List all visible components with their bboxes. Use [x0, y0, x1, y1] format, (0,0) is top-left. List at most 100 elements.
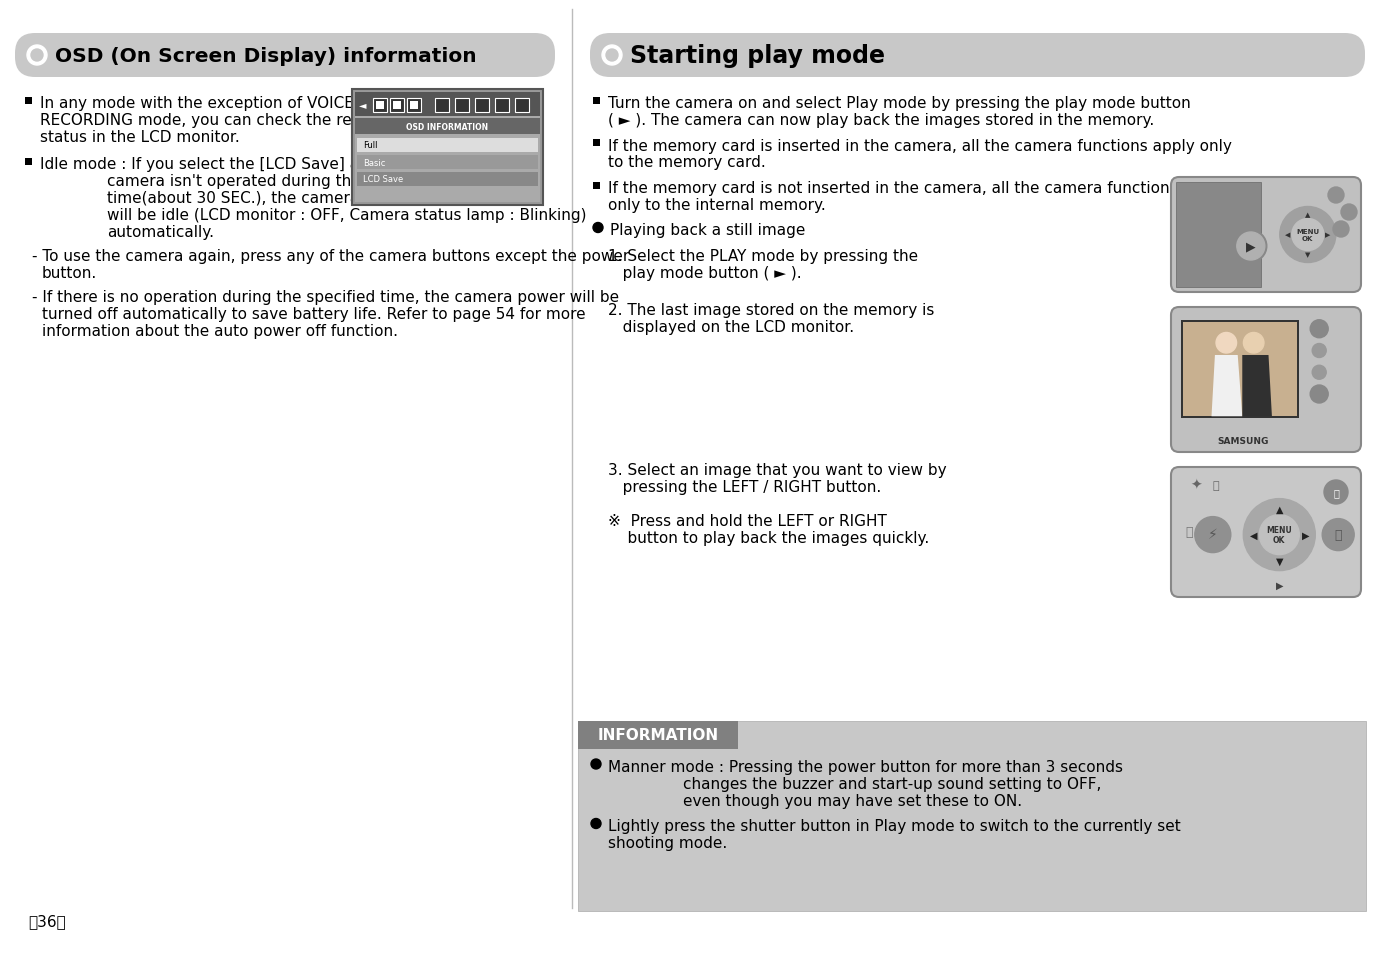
- Text: ⏻: ⏻: [1334, 529, 1342, 541]
- Text: ◄: ◄: [359, 100, 366, 110]
- Text: 3. Select an image that you want to view by: 3. Select an image that you want to view…: [608, 462, 946, 477]
- Text: Full: Full: [363, 141, 377, 151]
- Text: Playing back a still image: Playing back a still image: [610, 223, 805, 238]
- FancyBboxPatch shape: [579, 721, 737, 749]
- Text: SAMSUNG: SAMSUNG: [1218, 436, 1269, 445]
- Circle shape: [30, 50, 43, 62]
- FancyBboxPatch shape: [25, 158, 33, 166]
- FancyBboxPatch shape: [355, 92, 540, 203]
- Text: MENU
OK: MENU OK: [1297, 229, 1319, 242]
- Text: ▶: ▶: [1326, 233, 1330, 238]
- FancyBboxPatch shape: [376, 102, 384, 110]
- Text: information about the auto power off function.: information about the auto power off fun…: [41, 323, 398, 338]
- FancyBboxPatch shape: [389, 99, 405, 112]
- Circle shape: [602, 46, 621, 66]
- Text: camera isn't operated during the specified: camera isn't operated during the specifi…: [106, 174, 435, 189]
- FancyBboxPatch shape: [435, 99, 449, 112]
- Circle shape: [1324, 480, 1348, 504]
- Text: Starting play mode: Starting play mode: [630, 44, 885, 68]
- Text: ( ► ). The camera can now play back the images stored in the memory.: ( ► ). The camera can now play back the …: [608, 112, 1155, 128]
- Text: LCD Save: LCD Save: [363, 175, 403, 184]
- Text: Basic: Basic: [363, 158, 385, 168]
- Circle shape: [1329, 188, 1344, 204]
- Text: RECORDING mode, you can check the recording: RECORDING mode, you can check the record…: [40, 112, 409, 128]
- Text: ▶: ▶: [1276, 580, 1283, 590]
- Text: pressing the LEFT / RIGHT button.: pressing the LEFT / RIGHT button.: [608, 479, 881, 495]
- Text: If the memory card is inserted in the camera, all the camera functions apply onl: If the memory card is inserted in the ca…: [608, 138, 1232, 153]
- FancyBboxPatch shape: [394, 102, 400, 110]
- Circle shape: [592, 223, 603, 233]
- Circle shape: [1217, 334, 1236, 354]
- Text: ✦: ✦: [1190, 478, 1201, 493]
- Circle shape: [1291, 219, 1324, 252]
- Text: only to the internal memory.: only to the internal memory.: [608, 198, 826, 213]
- FancyBboxPatch shape: [1171, 468, 1362, 598]
- Polygon shape: [1211, 355, 1243, 416]
- Text: button to play back the images quickly.: button to play back the images quickly.: [608, 531, 929, 545]
- FancyBboxPatch shape: [1181, 320, 1300, 418]
- FancyBboxPatch shape: [1177, 183, 1261, 288]
- Text: ▼: ▼: [1305, 253, 1311, 258]
- FancyBboxPatch shape: [594, 97, 601, 105]
- Circle shape: [1312, 344, 1326, 358]
- Text: MENU
OK: MENU OK: [1266, 525, 1293, 545]
- Polygon shape: [1243, 355, 1272, 416]
- FancyBboxPatch shape: [355, 119, 540, 135]
- Text: changes the buzzer and start-up sound setting to OFF,: changes the buzzer and start-up sound se…: [684, 776, 1102, 791]
- FancyBboxPatch shape: [25, 97, 33, 105]
- Text: - If there is no operation during the specified time, the camera power will be: - If there is no operation during the sp…: [32, 290, 619, 304]
- Text: ▲: ▲: [1305, 213, 1311, 218]
- Circle shape: [1341, 205, 1358, 221]
- Text: shooting mode.: shooting mode.: [608, 836, 728, 851]
- Text: Manner mode : Pressing the power button for more than 3 seconds: Manner mode : Pressing the power button …: [608, 760, 1123, 774]
- FancyBboxPatch shape: [579, 721, 1366, 911]
- Circle shape: [1311, 386, 1329, 403]
- Text: button.: button.: [41, 266, 97, 281]
- FancyBboxPatch shape: [373, 99, 387, 112]
- Text: Idle mode : If you select the [LCD Save] and the: Idle mode : If you select the [LCD Save]…: [40, 157, 409, 172]
- FancyBboxPatch shape: [410, 102, 418, 110]
- Circle shape: [1333, 222, 1349, 237]
- Text: 🔒: 🔒: [1185, 526, 1193, 539]
- Circle shape: [1243, 334, 1264, 354]
- Text: ◀: ◀: [1286, 233, 1290, 238]
- FancyBboxPatch shape: [594, 182, 601, 190]
- Text: turned off automatically to save battery life. Refer to page 54 for more: turned off automatically to save battery…: [41, 307, 586, 321]
- Text: ▼: ▼: [1276, 556, 1283, 566]
- FancyBboxPatch shape: [590, 34, 1364, 78]
- Circle shape: [591, 819, 601, 828]
- Text: INFORMATION: INFORMATION: [598, 728, 718, 742]
- FancyBboxPatch shape: [355, 92, 540, 117]
- Text: ◀: ◀: [1250, 530, 1257, 540]
- FancyBboxPatch shape: [407, 99, 421, 112]
- Text: 〈36〉: 〈36〉: [28, 913, 66, 928]
- Circle shape: [1237, 233, 1265, 261]
- Text: OSD (On Screen Display) information: OSD (On Screen Display) information: [55, 47, 476, 66]
- FancyBboxPatch shape: [594, 140, 601, 147]
- Text: will be idle (LCD monitor : OFF, Camera status lamp : Blinking): will be idle (LCD monitor : OFF, Camera …: [106, 208, 587, 223]
- FancyBboxPatch shape: [358, 156, 539, 170]
- Text: In any mode with the exception of VOICE: In any mode with the exception of VOICE: [40, 96, 354, 111]
- Text: status in the LCD monitor.: status in the LCD monitor.: [40, 130, 240, 145]
- Text: ▶: ▶: [1301, 530, 1309, 540]
- FancyBboxPatch shape: [1184, 323, 1297, 416]
- FancyBboxPatch shape: [454, 99, 470, 112]
- FancyBboxPatch shape: [15, 34, 555, 78]
- Circle shape: [1322, 519, 1355, 551]
- FancyBboxPatch shape: [358, 172, 539, 187]
- Circle shape: [1280, 208, 1335, 263]
- Text: ※  Press and hold the LEFT or RIGHT: ※ Press and hold the LEFT or RIGHT: [608, 514, 887, 529]
- FancyBboxPatch shape: [475, 99, 489, 112]
- Text: Turn the camera on and select Play mode by pressing the play mode button: Turn the camera on and select Play mode …: [608, 96, 1190, 111]
- Circle shape: [1259, 515, 1300, 555]
- Text: 2. The last image stored on the memory is: 2. The last image stored on the memory i…: [608, 303, 935, 317]
- Text: even though you may have set these to ON.: even though you may have set these to ON…: [684, 793, 1022, 808]
- FancyBboxPatch shape: [494, 99, 510, 112]
- Text: ▶: ▶: [1246, 240, 1255, 253]
- Text: 1. Select the PLAY mode by pressing the: 1. Select the PLAY mode by pressing the: [608, 249, 918, 264]
- FancyBboxPatch shape: [1171, 308, 1362, 453]
- Text: OSD INFORMATION: OSD INFORMATION: [406, 122, 489, 132]
- Circle shape: [1235, 231, 1266, 263]
- FancyBboxPatch shape: [352, 90, 543, 206]
- Text: 🎤: 🎤: [1333, 488, 1340, 497]
